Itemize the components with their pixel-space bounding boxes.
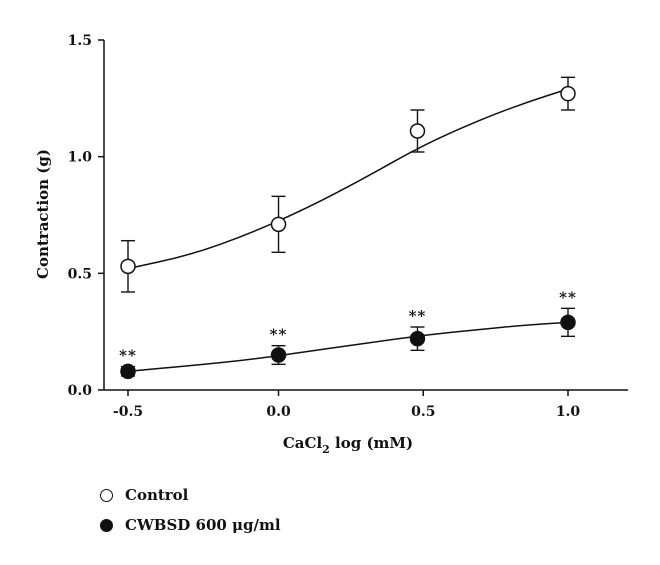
significance-label: ** (270, 326, 288, 344)
legend-label-cwbsd: CWBSD 600 μg/ml (125, 516, 281, 534)
x-axis-title-main: CaCl (283, 434, 323, 452)
series-fit-line (127, 88, 569, 270)
y-tick-label: 1.5 (68, 33, 92, 49)
significance-label: ** (119, 347, 137, 365)
data-point (120, 258, 136, 275)
series-layer: ** ** ** ** (119, 76, 577, 380)
y-axis-title: Contraction (g) (34, 149, 52, 279)
axes: 0.0 0.5 1.0 1.5 -0.5 0.0 0.5 1.0 (68, 33, 628, 420)
x-tick-label: 0.5 (411, 404, 435, 420)
y-tick-label: 0.0 (68, 383, 93, 399)
data-point (120, 363, 136, 380)
data-point (270, 216, 287, 233)
data-point (409, 123, 426, 139)
data-point (270, 347, 287, 363)
legend-item-control: Control (100, 480, 281, 510)
open-circle-icon (100, 488, 113, 502)
filled-circle-icon (100, 518, 113, 532)
x-axis-title-subscript: 2 (322, 443, 330, 456)
x-tick-label: 1.0 (556, 404, 581, 420)
series-cwbsd: ** ** ** ** (119, 288, 577, 380)
y-tick-label: 0.5 (68, 266, 92, 282)
x-axis-title: CaCl2 log (mM) (283, 434, 413, 456)
legend: Control CWBSD 600 μg/ml (100, 480, 281, 540)
data-point (409, 330, 426, 347)
legend-item-cwbsd: CWBSD 600 μg/ml (100, 510, 281, 540)
series-control (120, 76, 576, 293)
x-axis-title-suffix: log (mM) (330, 434, 413, 452)
x-tick-label: -0.5 (113, 404, 143, 420)
data-point (560, 85, 576, 102)
significance-label: ** (559, 288, 577, 306)
series-fit-line (127, 321, 569, 373)
legend-label-control: Control (125, 486, 189, 504)
data-point (560, 314, 576, 331)
x-tick-label: 0.0 (266, 404, 291, 420)
significance-label: ** (409, 307, 427, 325)
y-tick-label: 1.0 (68, 150, 93, 166)
chart: 0.0 0.5 1.0 1.5 -0.5 0.0 0.5 1.0 ** ** ** ** Contr… (34, 33, 628, 456)
